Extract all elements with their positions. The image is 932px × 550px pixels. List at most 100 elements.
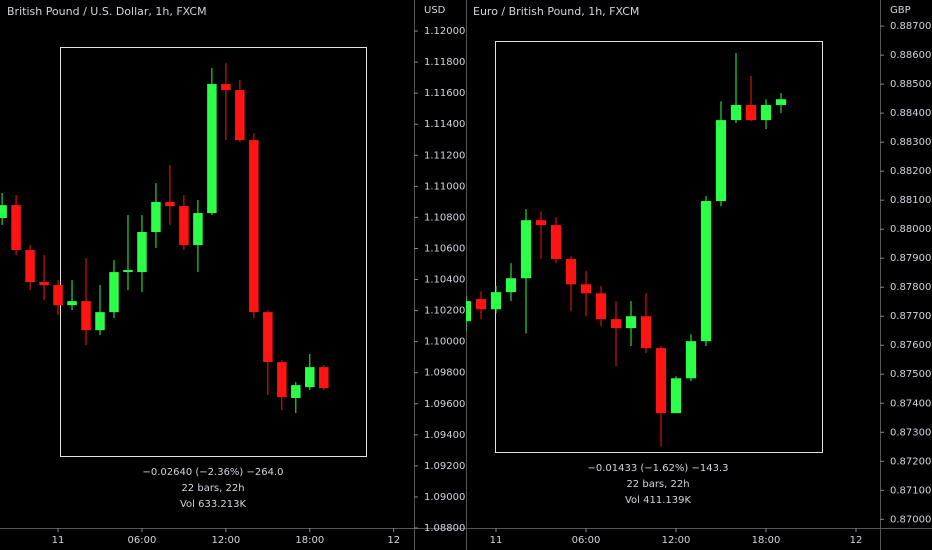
measure-box: [60, 47, 367, 457]
candle-body: [655, 348, 667, 414]
y-tick-label: 1.11400: [424, 119, 465, 130]
candle-body: [81, 301, 91, 331]
y-tick-label: 0.88300: [890, 137, 931, 148]
y-tick-label: 0.87500: [890, 369, 931, 380]
candle-body: [39, 282, 49, 286]
y-tick-label: 0.88600: [890, 50, 931, 61]
candle-body: [11, 205, 21, 251]
candle-body: [610, 319, 622, 329]
candle-body: [475, 299, 487, 310]
candle-body: [249, 140, 259, 313]
y-tick-label: 0.88500: [890, 79, 931, 90]
title: British Pound / U.S. Dollar, 1h, FXCM: [7, 5, 207, 18]
x-tick-label: 12: [850, 535, 863, 546]
y-axis-unit: GBP: [890, 5, 911, 16]
x-tick-label: 11: [52, 535, 65, 546]
y-tick-label: 1.09400: [424, 430, 465, 441]
measure-label: Vol 411.139K: [625, 495, 691, 506]
y-tick-label: 0.88200: [890, 166, 931, 177]
candle-body: [466, 301, 472, 322]
x-tick-label: 12:00: [211, 535, 240, 546]
y-tick-label: 0.87200: [890, 456, 931, 467]
candle-body: [291, 385, 301, 399]
y-tick-label: 1.10400: [424, 275, 465, 286]
y-tick-label: 0.87600: [890, 340, 931, 351]
candle-body: [109, 272, 119, 313]
y-tick-label: 1.10600: [424, 243, 465, 254]
y-tick-label: 0.87800: [890, 282, 931, 293]
title: Euro / British Pound, 1h, FXCM: [473, 5, 639, 18]
x-tick-label: 12: [387, 535, 400, 546]
candle-body: [550, 225, 562, 260]
y-tick-label: 0.88000: [890, 224, 931, 235]
candle-body: [53, 285, 63, 306]
measure-label: 22 bars, 22h: [181, 483, 244, 494]
plot-area: −0.01433 (−1.62%) −143.3 22 bars, 22h Vol …: [466, 41, 823, 506]
candle-body: [775, 99, 787, 106]
y-tick-label: 1.10000: [424, 337, 465, 348]
x-tick-label: 11: [490, 535, 503, 546]
candle-body: [640, 316, 652, 349]
y-tick-label: 1.09800: [424, 368, 465, 379]
y-tick-label: 1.12000: [424, 26, 465, 37]
measure-label: −0.01433 (−1.62%) −143.3: [587, 463, 728, 474]
candle-body: [235, 90, 245, 141]
y-axis-unit: USD: [424, 5, 446, 16]
x-tick-label: 18:00: [752, 535, 781, 546]
candle-body: [0, 205, 7, 219]
candle-body: [95, 312, 105, 331]
candle-body: [535, 220, 547, 226]
measure-label: 22 bars, 22h: [626, 479, 689, 490]
measure-label: −0.02640 (−2.36%) −264.0: [142, 467, 283, 478]
candle-body: [319, 367, 329, 389]
candle-body: [625, 316, 637, 329]
y-tick-label: 0.88400: [890, 108, 931, 119]
y-tick-label: 1.10200: [424, 306, 465, 317]
candle-body: [685, 341, 697, 379]
candle-body: [151, 202, 161, 233]
candle-body: [730, 105, 742, 121]
y-tick-label: 1.08800: [424, 523, 465, 534]
candle-body: [123, 270, 133, 273]
candle-body: [580, 284, 592, 294]
y-tick-label: 1.09200: [424, 461, 465, 472]
y-tick-label: 0.87100: [890, 485, 931, 496]
candle-body: [165, 202, 175, 207]
y-tick-label: 0.87700: [890, 311, 931, 322]
y-tick-label: 1.09000: [424, 492, 465, 503]
y-tick-label: 1.11600: [424, 88, 465, 99]
y-tick-label: 1.10800: [424, 212, 465, 223]
x-tick-label: 18:00: [295, 535, 324, 546]
candle-body: [263, 312, 273, 363]
candle-body: [305, 367, 315, 388]
x-tick-label: 06:00: [128, 535, 157, 546]
y-tick-label: 0.87900: [890, 253, 931, 264]
candle-body: [520, 220, 532, 279]
y-tick-label: 1.11800: [424, 57, 465, 68]
candle-body: [595, 293, 607, 320]
candle-body: [700, 201, 712, 342]
y-tick-label: 1.09600: [424, 399, 465, 410]
candle-body: [670, 378, 682, 414]
y-tick-label: 0.88100: [890, 195, 931, 206]
candle-body: [221, 84, 231, 91]
candle-body: [67, 301, 77, 306]
candle-body: [277, 362, 287, 398]
candle-body: [715, 120, 727, 202]
y-tick-label: 0.87400: [890, 398, 931, 409]
y-tick-label: 0.87300: [890, 427, 931, 438]
y-tick-label: 0.87000: [890, 514, 931, 525]
y-tick-label: 0.88700: [890, 21, 931, 32]
candle-body: [490, 292, 502, 310]
candle-body: [565, 259, 577, 285]
x-tick-label: 12:00: [662, 535, 691, 546]
measure-box: [495, 41, 823, 453]
candle-body: [25, 250, 35, 283]
measure-label: Vol 633.213K: [180, 499, 246, 510]
x-tick-label: 06:00: [572, 535, 601, 546]
candle-body: [745, 105, 757, 121]
candle-body: [179, 206, 189, 246]
candle-body: [137, 232, 147, 273]
y-tick-label: 1.11200: [424, 150, 465, 161]
